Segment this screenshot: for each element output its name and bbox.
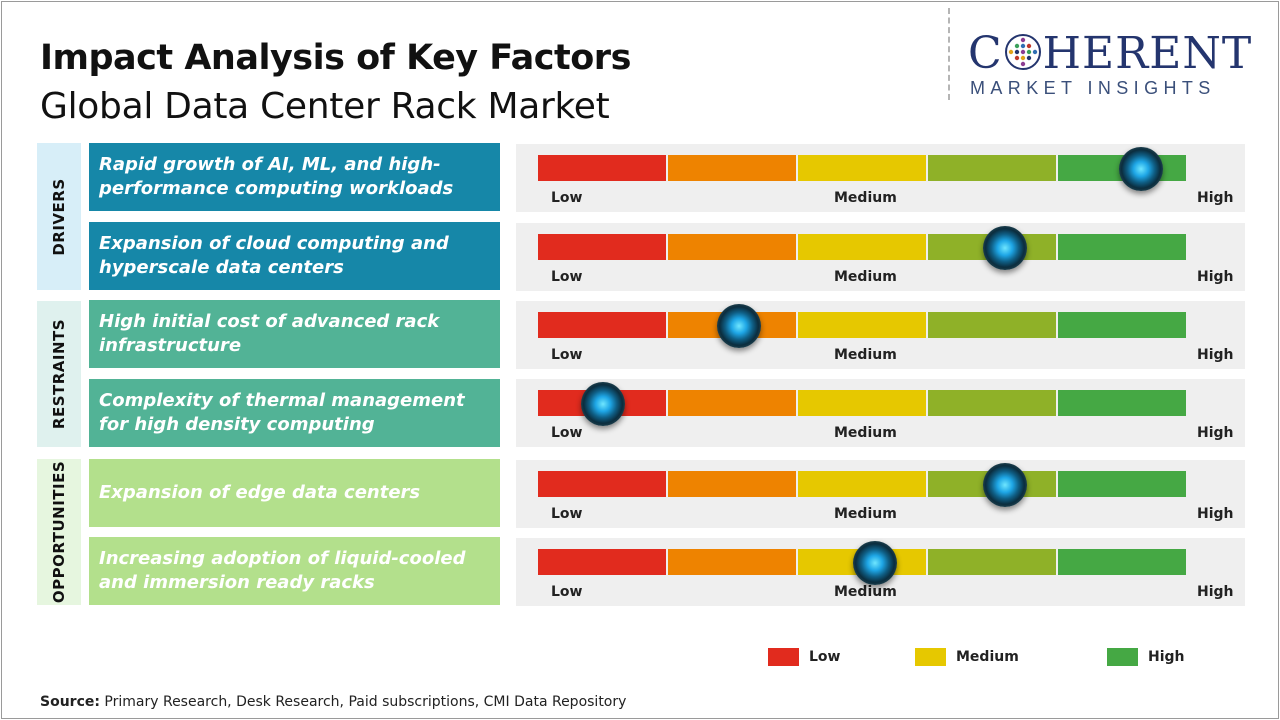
gauge-segment-medium xyxy=(798,312,926,338)
factor-box-rack-cost: High initial cost of advanced rack infra… xyxy=(89,300,500,368)
chart-subtitle: Global Data Center Rack Market xyxy=(40,86,610,127)
group-label-restraints: RESTRAINTS xyxy=(50,318,68,430)
gauge-label-low: Low xyxy=(551,506,583,522)
impact-marker xyxy=(716,304,761,348)
legend-swatch-high xyxy=(1107,648,1138,666)
gauge-label-medium: Medium xyxy=(834,269,897,285)
gauge-label-high: High xyxy=(1197,347,1234,363)
gauge-segment-low-medium xyxy=(668,390,796,416)
gauge-label-low: Low xyxy=(551,347,583,363)
gauge-bar xyxy=(538,234,1186,260)
source-note: Source: Primary Research, Desk Research,… xyxy=(40,694,626,710)
impact-marker xyxy=(1118,147,1163,191)
impact-gauge: Low Medium High xyxy=(516,144,1245,212)
group-restraints: RESTRAINTS xyxy=(37,301,81,447)
gauge-segment-high xyxy=(1058,312,1186,338)
impact-marker xyxy=(982,463,1027,507)
gauge-label-high: High xyxy=(1197,425,1234,441)
impact-marker xyxy=(982,226,1027,270)
gauge-segment-low-medium xyxy=(668,155,796,181)
gauge-bar xyxy=(538,471,1186,497)
gauge-label-low: Low xyxy=(551,269,583,285)
factor-box-cloud: Expansion of cloud computing and hypersc… xyxy=(89,222,500,290)
gauge-label-high: High xyxy=(1197,584,1234,600)
gauge-segment-low xyxy=(538,234,666,260)
gauge-segment-low-medium xyxy=(668,471,796,497)
impact-gauge: Low Medium High xyxy=(516,460,1245,528)
gauge-segment-medium-high xyxy=(928,312,1056,338)
factor-box-ai-ml: Rapid growth of AI, ML, and high-perform… xyxy=(89,143,500,211)
logo-letters-herent: HERENT xyxy=(1042,28,1253,79)
source-label: Source: xyxy=(40,694,100,710)
impact-gauge: Low Medium High xyxy=(516,223,1245,291)
factor-box-edge: Expansion of edge data centers xyxy=(89,459,500,527)
gauge-segment-low xyxy=(538,312,666,338)
gauge-segment-medium-high xyxy=(928,390,1056,416)
gauge-segment-high xyxy=(1058,549,1186,575)
legend-label-medium: Medium xyxy=(956,649,1019,665)
gauge-bar xyxy=(538,390,1186,416)
gauge-label-medium: Medium xyxy=(834,190,897,206)
gauge-label-medium: Medium xyxy=(834,506,897,522)
gauge-segment-low-medium xyxy=(668,549,796,575)
impact-gauge: Low Medium High xyxy=(516,301,1245,369)
group-label-drivers: DRIVERS xyxy=(50,177,68,256)
gauge-label-high: High xyxy=(1197,269,1234,285)
legend-low: Low xyxy=(768,648,840,666)
logo-tagline: MARKET INSIGHTS xyxy=(970,78,1216,98)
gauge-segment-high xyxy=(1058,471,1186,497)
gauge-segment-low xyxy=(538,155,666,181)
legend-swatch-low xyxy=(768,648,799,666)
gauge-segment-high xyxy=(1058,390,1186,416)
source-text: Primary Research, Desk Research, Paid su… xyxy=(99,694,627,710)
group-drivers: DRIVERS xyxy=(37,143,81,290)
impact-gauge: Low Medium High xyxy=(516,379,1245,447)
legend-label-high: High xyxy=(1148,649,1185,665)
gauge-bar xyxy=(538,549,1186,575)
gauge-label-high: High xyxy=(1197,506,1234,522)
gauge-segment-high xyxy=(1058,234,1186,260)
logo-globe-icon xyxy=(1004,34,1041,70)
gauge-bar xyxy=(538,155,1186,181)
group-opportunities: OPPORTUNITIES xyxy=(37,459,81,605)
gauge-label-low: Low xyxy=(551,584,583,600)
logo-wordmark: C HERENT xyxy=(968,30,1252,78)
company-logo: C HERENT MARKET INSIGHTS xyxy=(968,30,1264,100)
logo-letter-c: C xyxy=(968,28,1003,79)
legend-high: High xyxy=(1107,648,1185,666)
impact-marker xyxy=(580,382,625,426)
gauge-segment-low xyxy=(538,549,666,575)
header-divider xyxy=(948,8,950,100)
legend-swatch-medium xyxy=(915,648,946,666)
gauge-segment-low xyxy=(538,471,666,497)
gauge-segment-low-medium xyxy=(668,234,796,260)
gauge-segment-medium-high xyxy=(928,155,1056,181)
chart-title: Impact Analysis of Key Factors xyxy=(40,38,631,78)
gauge-segment-medium xyxy=(798,155,926,181)
gauge-label-medium: Medium xyxy=(834,425,897,441)
gauge-segment-medium xyxy=(798,390,926,416)
legend-label-low: Low xyxy=(809,649,841,665)
factor-box-liquid-cooled: Increasing adoption of liquid-cooled and… xyxy=(89,537,500,605)
legend-medium: Medium xyxy=(915,648,1019,666)
gauge-label-low: Low xyxy=(551,190,583,206)
impact-marker xyxy=(852,541,897,585)
gauge-label-low: Low xyxy=(551,425,583,441)
gauge-bar xyxy=(538,312,1186,338)
group-label-opportunities: OPPORTUNITIES xyxy=(50,460,68,604)
gauge-label-high: High xyxy=(1197,190,1234,206)
impact-gauge: Low Medium High xyxy=(516,538,1245,606)
gauge-segment-medium xyxy=(798,234,926,260)
gauge-segment-medium xyxy=(798,471,926,497)
gauge-label-medium: Medium xyxy=(834,584,897,600)
gauge-label-medium: Medium xyxy=(834,347,897,363)
factor-box-thermal: Complexity of thermal management for hig… xyxy=(89,379,500,447)
gauge-segment-medium-high xyxy=(928,549,1056,575)
